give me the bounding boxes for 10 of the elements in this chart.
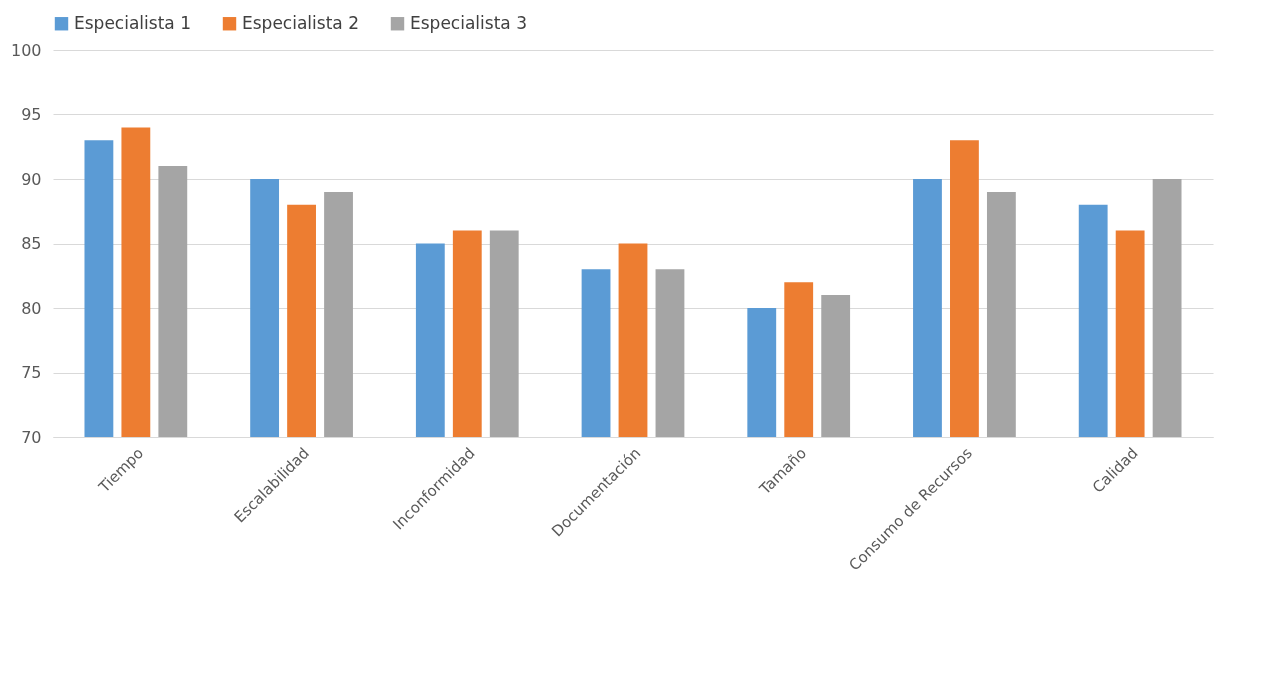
legend-label: Especialista 1 — [74, 12, 191, 33]
y-tick-label: 80 — [21, 298, 42, 318]
y-tick-label: 100 — [10, 40, 42, 60]
y-tick-label: 85 — [21, 234, 42, 253]
y-tick-label: 90 — [21, 169, 42, 189]
y-tick-label: 75 — [21, 363, 42, 382]
y-tick-label: 70 — [21, 427, 42, 447]
legend-label: Especialista 2 — [242, 12, 359, 33]
y-tick-label: 95 — [21, 105, 42, 124]
legend-label: Especialista 3 — [410, 12, 527, 33]
